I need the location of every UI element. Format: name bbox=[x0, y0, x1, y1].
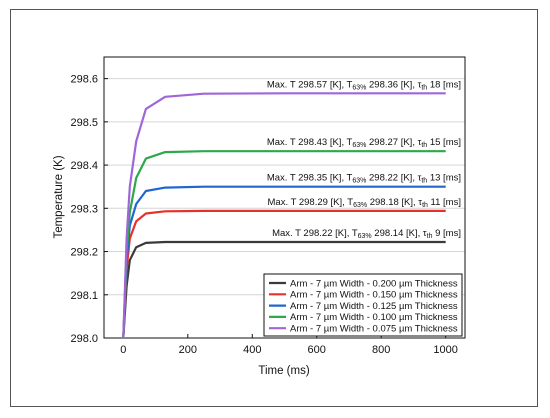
legend-label: Arm - 7 µm Width - 0.150 µm Thickness bbox=[290, 290, 458, 301]
series-annotation-5: Max. T 298.57 [K], T63% 298.36 [K], τth … bbox=[267, 79, 461, 91]
series-annotations: Max. T 298.22 [K], T63% 298.14 [K], τth … bbox=[267, 79, 461, 240]
x-tick-label: 200 bbox=[179, 344, 197, 356]
axis-ticks: 298.0 298.1 298.2 298.3 298.4 298.5 298.6 0 200 4… bbox=[70, 74, 457, 356]
series-line-5 bbox=[122, 92, 446, 339]
legend-label: Arm - 7 µm Width - 0.200 µm Thickness bbox=[290, 278, 458, 289]
legend-label: Arm - 7 µm Width - 0.075 µm Thickness bbox=[290, 324, 458, 335]
series-annotation-3: Max. T 298.35 [K], T63% 298.22 [K], τth … bbox=[267, 173, 461, 185]
series-annotation-2: Max. T 298.29 [K], T63% 298.18 [K], τth … bbox=[268, 197, 461, 209]
y-tick-label: 298.1 bbox=[70, 290, 98, 302]
x-tick-label: 400 bbox=[243, 344, 261, 356]
x-tick-label: 600 bbox=[308, 344, 326, 356]
series-lines bbox=[122, 92, 446, 339]
y-axis-title: Temperature (K) bbox=[53, 155, 65, 238]
y-tick-label: 298.0 bbox=[70, 333, 98, 345]
series-annotation-4: Max. T 298.43 [K], T63% 298.27 [K], τth … bbox=[267, 137, 461, 149]
x-axis-title: Time (ms) bbox=[258, 365, 309, 377]
plot-frame bbox=[103, 56, 466, 339]
x-tick-label: 1000 bbox=[433, 344, 457, 356]
series-annotation-1: Max. T 298.22 [K], T63% 298.14 [K], τth … bbox=[272, 228, 461, 240]
legend-label: Arm - 7 µm Width - 0.125 µm Thickness bbox=[290, 301, 458, 312]
y-tick-label: 298.2 bbox=[70, 247, 98, 259]
legend-label: Arm - 7 µm Width - 0.100 µm Thickness bbox=[290, 312, 458, 323]
series-line-1 bbox=[122, 240, 446, 339]
figure-frame bbox=[10, 9, 538, 407]
x-tick-label: 0 bbox=[120, 344, 126, 356]
legend-box bbox=[263, 273, 463, 337]
y-tick-label: 298.5 bbox=[70, 117, 98, 129]
x-tick-label: 800 bbox=[372, 344, 390, 356]
legend: Arm - 7 µm Width - 0.200 µm ThicknessArm… bbox=[263, 273, 463, 337]
y-tick-label: 298.6 bbox=[70, 74, 98, 86]
y-tick-label: 298.4 bbox=[70, 160, 98, 172]
y-tick-label: 298.3 bbox=[70, 203, 98, 215]
